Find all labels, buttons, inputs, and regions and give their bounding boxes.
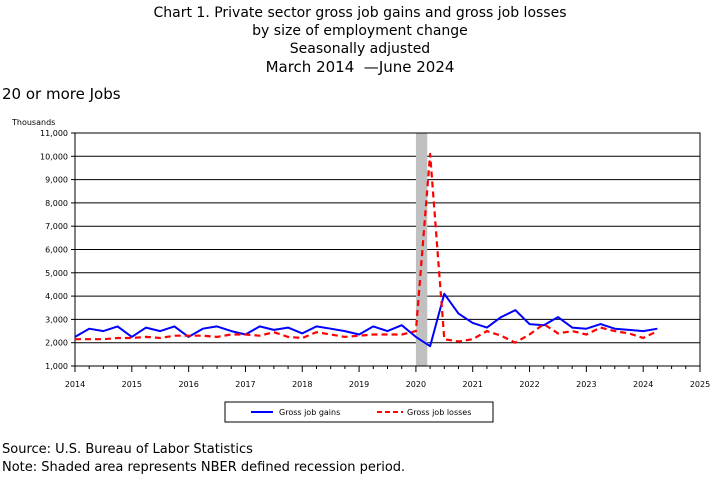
- chart-title-line-3: Seasonally adjusted: [289, 41, 431, 57]
- y-tick-label: 9,000: [45, 176, 68, 185]
- y-tick-label: 1,000: [45, 362, 68, 371]
- legend-box: [224, 401, 494, 423]
- gross-job-gains-line: [74, 292, 658, 348]
- chart-subtitle: 20 or more Jobs: [2, 85, 121, 103]
- y-axis-label: Thousands: [11, 118, 55, 127]
- x-tick-label: 2021: [463, 380, 483, 389]
- y-tick-label: 11,000: [40, 129, 68, 138]
- chart-title-block: Chart 1. Private sector gross job gains …: [0, 4, 720, 76]
- x-tick-label: 2016: [178, 380, 198, 389]
- y-tick-label: 2,000: [45, 339, 68, 348]
- y-tick-label: 7,000: [45, 222, 68, 231]
- x-tick-label: 2014: [65, 380, 85, 389]
- x-tick-label: 2020: [406, 380, 426, 389]
- x-tick-label: 2023: [576, 380, 596, 389]
- source-note: Source: U.S. Bureau of Labor Statistics: [2, 442, 253, 457]
- recession-shading: [415, 133, 428, 366]
- x-tick-label: 2017: [235, 380, 255, 389]
- y-tick-label: 5,000: [45, 269, 68, 278]
- x-tick-label: 2024: [633, 380, 653, 389]
- x-tick-label: 2015: [122, 380, 142, 389]
- legend-label-gains: Gross job gains: [279, 408, 340, 417]
- chart-title-line-2: by size of employment change: [252, 23, 468, 39]
- x-tick-label: 2022: [519, 380, 539, 389]
- y-tick-label: 10,000: [40, 152, 68, 161]
- chart-period: March 2014 —June 2024: [0, 58, 720, 76]
- x-tick-label: 2019: [349, 380, 369, 389]
- x-tick-label: 2025: [690, 380, 710, 389]
- period-start: March 2014: [265, 58, 355, 76]
- gross-job-losses-line: [75, 152, 658, 344]
- x-tick-label: 2018: [292, 380, 312, 389]
- recession-note: Note: Shaded area represents NBER define…: [2, 460, 406, 475]
- y-tick-label: 8,000: [45, 199, 68, 208]
- y-tick-label: 3,000: [45, 315, 68, 324]
- chart-title: Chart 1. Private sector gross job gains …: [153, 5, 567, 21]
- legend-label-losses: Gross job losses: [407, 408, 471, 417]
- period-end: June 2024: [378, 58, 455, 76]
- period-dash: —: [359, 58, 379, 76]
- y-tick-label: 4,000: [45, 292, 68, 301]
- y-tick-label: 6,000: [45, 246, 68, 255]
- plot-area: [74, 132, 701, 367]
